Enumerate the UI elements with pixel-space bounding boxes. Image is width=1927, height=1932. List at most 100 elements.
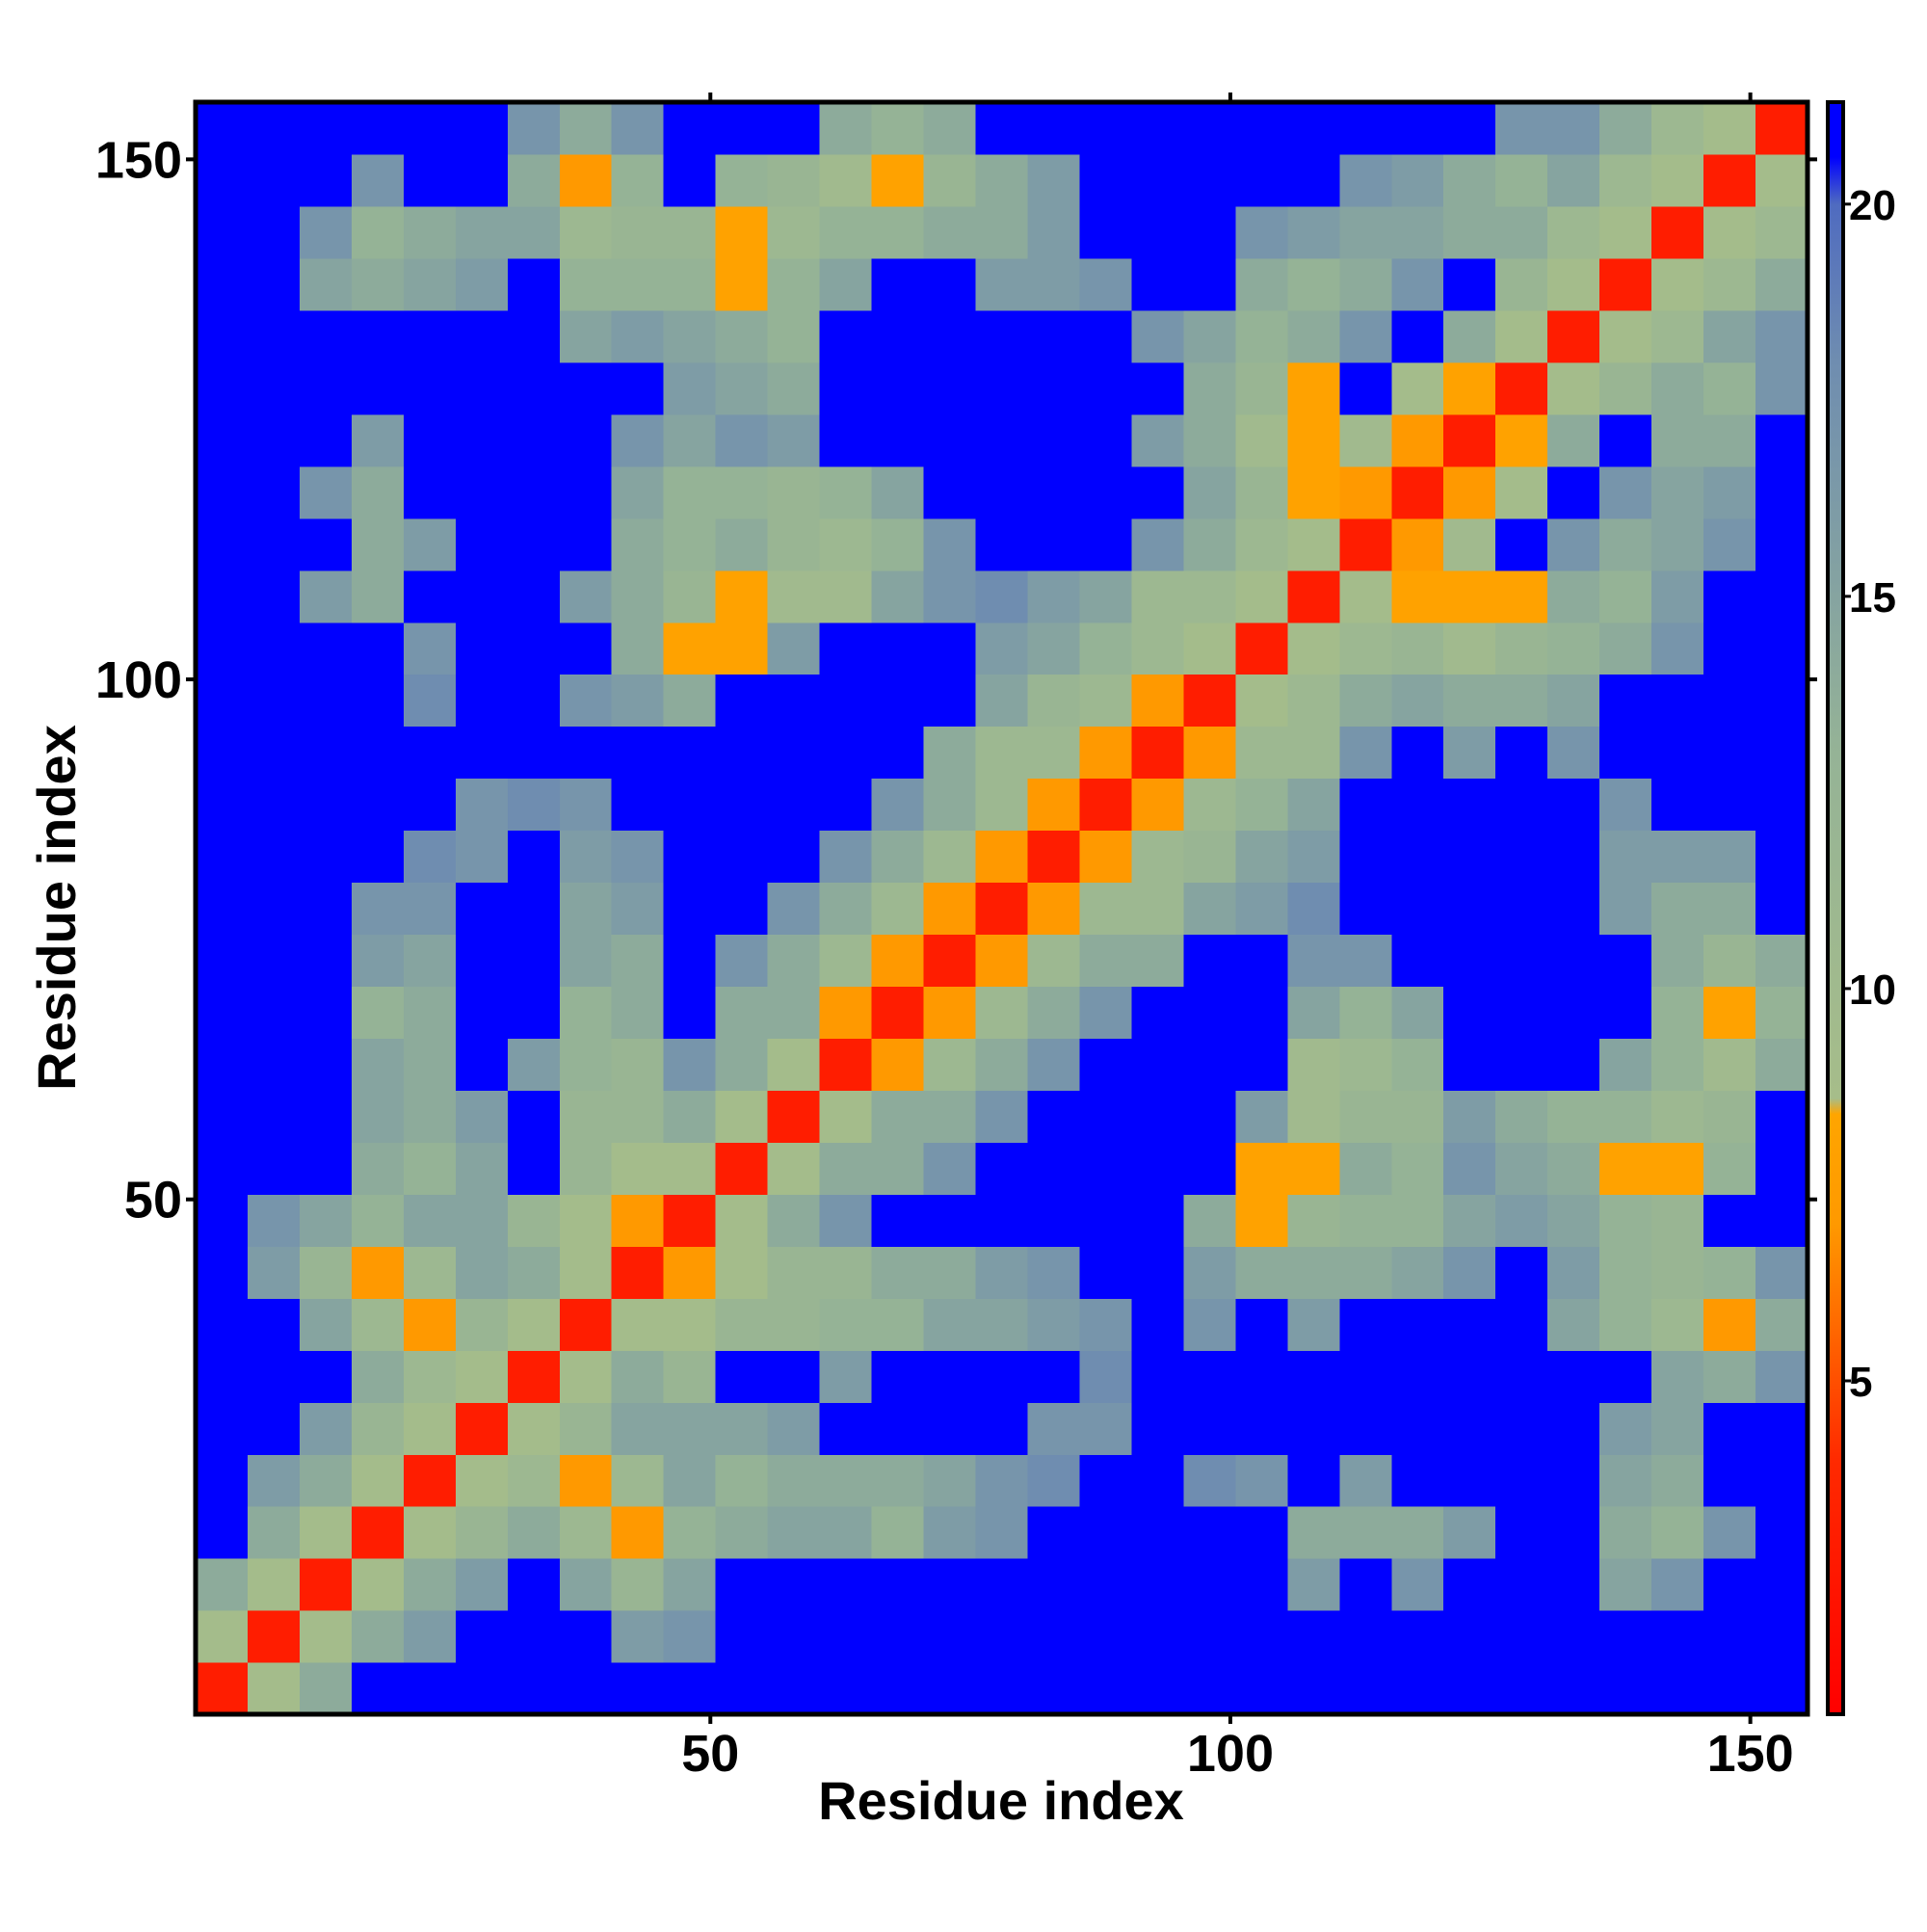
heatmap-cell [1755, 1454, 1808, 1507]
heatmap-cell [1235, 986, 1288, 1040]
heatmap-cell [1235, 1142, 1288, 1195]
heatmap-cell [196, 1298, 249, 1351]
heatmap-cell [559, 1558, 613, 1611]
heatmap-cell [1027, 205, 1081, 259]
heatmap-cell [1495, 153, 1548, 207]
heatmap-cell [247, 934, 301, 988]
heatmap-cell [299, 102, 353, 155]
heatmap-cell [871, 1038, 925, 1091]
heatmap-cell [507, 1090, 561, 1143]
heatmap-cell [1235, 778, 1288, 832]
heatmap-cell [1183, 1038, 1236, 1091]
heatmap-cell [1443, 1194, 1496, 1247]
heatmap-cell [923, 102, 977, 155]
heatmap-cell [1443, 1038, 1496, 1091]
heatmap-cell [871, 1090, 925, 1143]
heatmap-cell [507, 1610, 561, 1663]
heatmap-cell [1027, 830, 1081, 884]
heatmap-cell [1183, 1090, 1236, 1143]
heatmap-cell [1235, 1558, 1288, 1611]
heatmap-cell [1079, 413, 1133, 467]
heatmap-cell [1287, 1246, 1340, 1299]
heatmap-cell [1703, 830, 1756, 884]
heatmap-cell [1391, 1246, 1444, 1299]
heatmap-cell [663, 1298, 717, 1351]
colorbar-tick-label: 5 [1849, 1359, 1872, 1406]
heatmap-cell [715, 257, 769, 311]
heatmap-cell [975, 726, 1029, 780]
heatmap-cell [611, 1506, 665, 1559]
heatmap-cell [715, 934, 769, 988]
heatmap-cell [196, 465, 249, 519]
heatmap-cell [351, 102, 405, 155]
heatmap-cell [767, 830, 821, 884]
heatmap-cell [1235, 1454, 1288, 1507]
heatmap-cell [299, 1662, 353, 1715]
heatmap-cell [299, 1038, 353, 1091]
heatmap-cell [455, 517, 509, 571]
heatmap-cell [1079, 361, 1133, 415]
heatmap-cell [1079, 1610, 1133, 1663]
heatmap-cell [1131, 205, 1184, 259]
heatmap-cell [871, 257, 925, 311]
heatmap-cell [1183, 882, 1236, 936]
heatmap-cell [1235, 622, 1288, 675]
heatmap-cell [1599, 1558, 1652, 1611]
heatmap-cell [1027, 674, 1081, 728]
heatmap-cell [299, 1454, 353, 1507]
heatmap-cell [1079, 986, 1133, 1040]
heatmap-cell [923, 726, 977, 780]
heatmap-cell [611, 153, 665, 207]
heatmap-cell [1287, 1142, 1340, 1195]
heatmap-cell [1651, 1558, 1704, 1611]
heatmap-cell [1339, 309, 1392, 363]
heatmap-cell [1651, 1142, 1704, 1195]
heatmap-cell [299, 778, 353, 832]
heatmap-cell [611, 1662, 665, 1715]
heatmap-cell [1703, 361, 1756, 415]
heatmap-cell [1599, 1246, 1652, 1299]
heatmap-cell [1651, 257, 1704, 311]
heatmap-cell [1391, 102, 1444, 155]
heatmap-cell [767, 1142, 821, 1195]
heatmap-cell [1287, 934, 1340, 988]
heatmap-cell [1443, 413, 1496, 467]
heatmap-cell [715, 986, 769, 1040]
heatmap-cell [1339, 934, 1392, 988]
heatmap-cell [1131, 569, 1184, 623]
heatmap-cell [1547, 413, 1600, 467]
heatmap-cell [819, 1402, 873, 1455]
heatmap-cell [1599, 465, 1652, 519]
heatmap-cell [1443, 205, 1496, 259]
heatmap-cell [247, 1298, 301, 1351]
heatmap-cell [1495, 986, 1548, 1040]
heatmap-cell [1547, 1350, 1600, 1403]
heatmap-cell [975, 986, 1029, 1040]
heatmap-cell [455, 1558, 509, 1611]
heatmap-cell [1443, 1454, 1496, 1507]
heatmap-cell [1547, 361, 1600, 415]
heatmap-cell [351, 1610, 405, 1663]
heatmap-cell [1391, 1506, 1444, 1559]
heatmap-cell [351, 1350, 405, 1403]
heatmap-cell [559, 257, 613, 311]
heatmap-cell [1443, 1142, 1496, 1195]
heatmap-cell [351, 674, 405, 728]
heatmap-cell [975, 413, 1029, 467]
heatmap-cell [507, 361, 561, 415]
heatmap-cell [1131, 1558, 1184, 1611]
heatmap-cell [1287, 674, 1340, 728]
heatmap-cell [1547, 622, 1600, 675]
heatmap-cell [455, 1662, 509, 1715]
heatmap-cell [611, 361, 665, 415]
heatmap-cell [715, 1610, 769, 1663]
heatmap-cell [663, 778, 717, 832]
heatmap-cell [923, 413, 977, 467]
heatmap-cell [767, 517, 821, 571]
heatmap-cell [1131, 830, 1184, 884]
heatmap-cell [767, 934, 821, 988]
heatmap-cell [663, 413, 717, 467]
heatmap-cell [1495, 1038, 1548, 1091]
heatmap-cell [299, 309, 353, 363]
heatmap-cell [767, 413, 821, 467]
